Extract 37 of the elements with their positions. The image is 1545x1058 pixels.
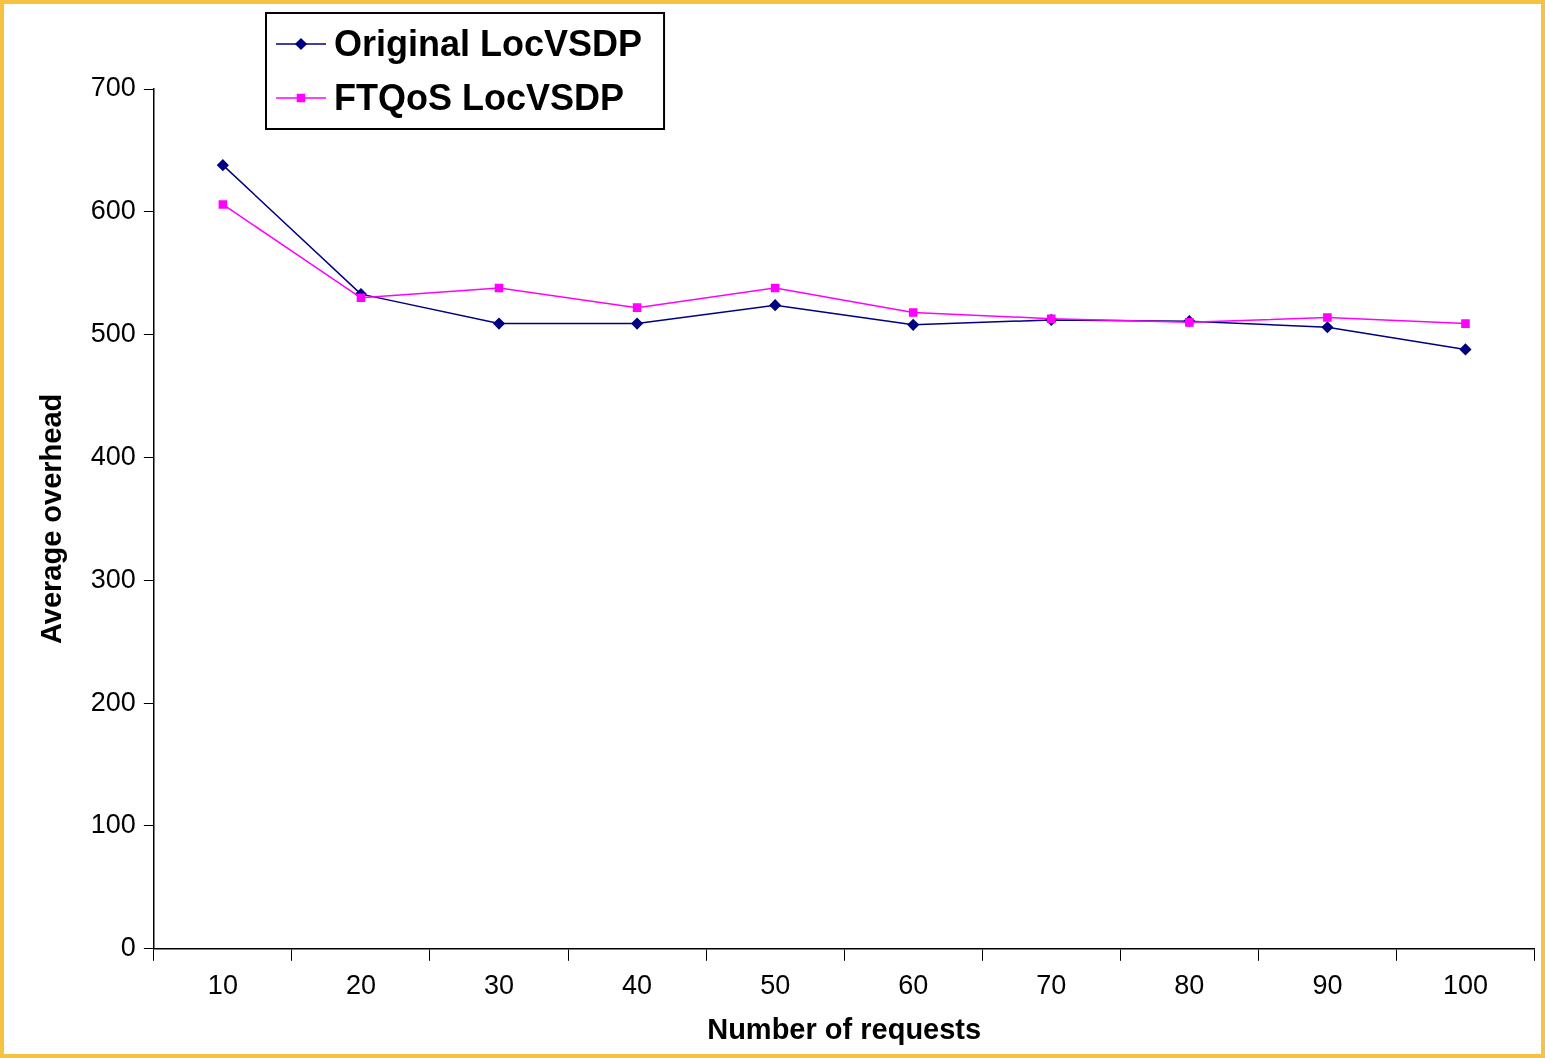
point: [631, 317, 643, 330]
y-tick-label: 200: [90, 686, 136, 717]
x-tick-label: 80: [1174, 970, 1205, 1001]
x-tick-label: 50: [760, 970, 791, 1001]
point: [1323, 313, 1332, 322]
y-tick-label: 100: [90, 809, 136, 840]
point: [494, 283, 504, 293]
x-tick-label: 30: [483, 970, 515, 1001]
point: [1321, 321, 1334, 334]
x-tick-label: 70: [1036, 970, 1067, 1001]
point: [1461, 319, 1470, 328]
point: [907, 319, 919, 331]
point: [356, 293, 366, 303]
x-tick-label: 60: [898, 970, 929, 1001]
point: [217, 159, 229, 171]
legend-label: Original LocVSDP: [334, 22, 643, 64]
legend-label: FTQoS LocVSDP: [334, 76, 625, 118]
y-axis-title: Average overhead: [35, 393, 68, 645]
point: [632, 303, 642, 312]
y-tick-label: 700: [90, 72, 136, 103]
y-tick-label: 500: [90, 318, 136, 349]
point: [770, 283, 780, 293]
x-tick-label: 40: [622, 970, 653, 1001]
x-tick-label: 10: [207, 970, 238, 1001]
point: [493, 317, 505, 330]
point: [908, 308, 918, 317]
x-tick-label: 90: [1312, 970, 1343, 1001]
point: [1459, 343, 1472, 356]
point: [769, 299, 781, 311]
x-axis-title: Number of requests: [707, 1012, 982, 1045]
x-tick-label: 20: [345, 970, 376, 1001]
point: [218, 200, 228, 209]
y-tick-label: 0: [120, 932, 136, 963]
y-tick-label: 600: [90, 195, 136, 226]
y-tick-label: 400: [90, 440, 136, 471]
y-tick-label: 300: [90, 563, 136, 594]
x-tick-label: 100: [1442, 970, 1488, 1001]
